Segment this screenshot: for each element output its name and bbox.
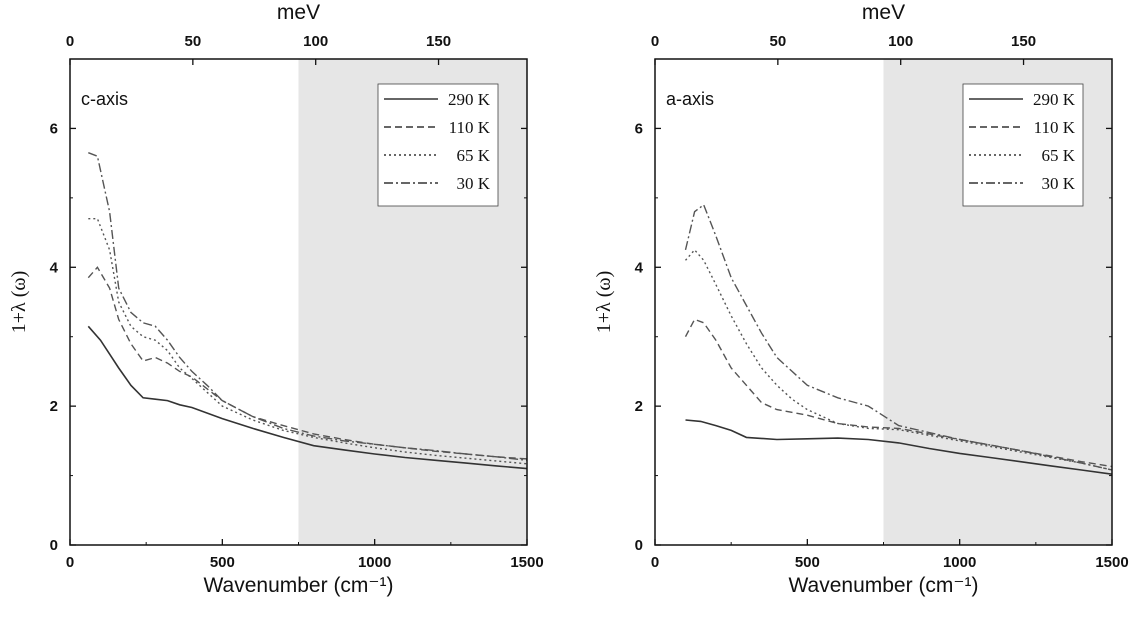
x2-tick-label: 150: [426, 33, 451, 50]
x2-tick-label: 0: [66, 33, 74, 50]
y-tick-label: 6: [50, 120, 58, 137]
series-line-290k: [87, 325, 528, 470]
panel-label: c-axis: [81, 89, 128, 109]
series-line-110k: [684, 318, 1113, 468]
x-tick-label: 500: [210, 554, 235, 571]
x2-tick-label: 0: [651, 33, 659, 50]
x-tick-label: 0: [66, 554, 74, 571]
x-axis-title: Wavenumber (cm⁻¹): [204, 574, 394, 597]
legend-box: [377, 83, 499, 207]
series-line-30k: [88, 152, 528, 461]
y-tick-label: 0: [50, 537, 58, 554]
y-tick-label: 4: [50, 259, 59, 276]
x-tick-label: 1000: [358, 554, 391, 571]
x2-axis-title: meV: [862, 1, 905, 24]
x2-tick-label: 100: [303, 33, 328, 50]
legend-label: 110 K: [449, 118, 491, 137]
series-line-290k: [685, 419, 1113, 475]
x2-tick-label: 100: [888, 33, 913, 50]
y-axis-title: 1+λ (ω): [593, 271, 615, 333]
legend-box: [962, 83, 1084, 207]
legend-label: 290 K: [1033, 90, 1076, 109]
legend: 290 K 110 K 65 K 30 K: [377, 83, 499, 207]
x-tick-label: 1500: [510, 554, 543, 571]
x-axis-title: Wavenumber (cm⁻¹): [789, 574, 979, 597]
panel-label: a-axis: [666, 89, 714, 109]
series-line-65k: [684, 248, 1113, 471]
x-tick-label: 0: [651, 554, 659, 571]
legend-label: 30 K: [456, 174, 490, 193]
y-tick-label: 6: [635, 120, 643, 137]
x-tick-label: 500: [795, 554, 820, 571]
legend-label: 290 K: [448, 90, 491, 109]
x-tick-label: 1000: [943, 554, 976, 571]
series-line-30k: [684, 203, 1113, 471]
legend-label: 30 K: [1041, 174, 1075, 193]
legend-label: 65 K: [456, 146, 490, 165]
y-tick-label: 2: [635, 398, 643, 415]
x2-tick-label: 50: [770, 33, 787, 50]
y-axis-title: 1+λ (ω): [8, 271, 30, 333]
legend-label: 110 K: [1034, 118, 1076, 137]
x2-tick-label: 50: [185, 33, 202, 50]
legend-label: 65 K: [1041, 146, 1075, 165]
x2-axis-title: meV: [277, 1, 320, 24]
y-tick-label: 2: [50, 398, 58, 415]
legend: 290 K 110 K 65 K 30 K: [962, 83, 1084, 207]
x-tick-label: 1500: [1095, 554, 1128, 571]
series-line-65k: [88, 217, 528, 465]
series-line-110k: [87, 266, 528, 460]
y-tick-label: 4: [635, 259, 644, 276]
x2-tick-label: 150: [1011, 33, 1036, 50]
y-tick-label: 0: [635, 537, 643, 554]
